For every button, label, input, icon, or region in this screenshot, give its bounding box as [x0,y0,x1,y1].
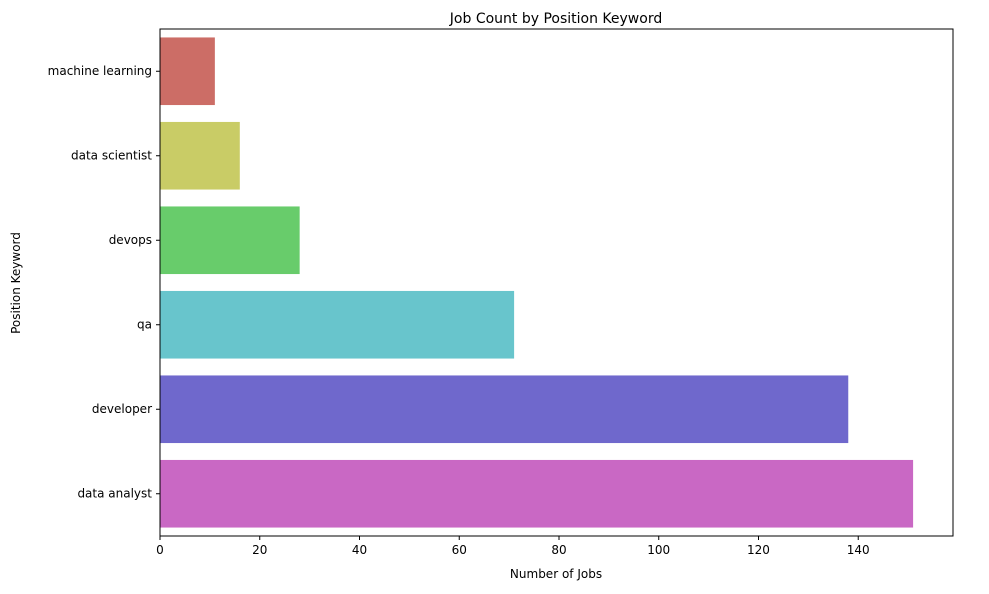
y-tick-label: devops [109,233,152,247]
chart-title: Job Count by Position Keyword [449,11,662,27]
x-tick-label: 60 [452,543,467,557]
x-tick-label: 100 [647,543,670,557]
x-tick-label: 80 [551,543,566,557]
plot-area [160,29,953,536]
x-tick-label: 40 [352,543,367,557]
y-tick-label: machine learning [48,64,152,78]
bar-devops [160,206,300,275]
y-tick-label: data scientist [71,148,152,162]
bar-developer [160,375,849,444]
plot-frame [159,28,954,537]
x-tick-label: 20 [252,543,267,557]
y-tick-label: data analyst [77,486,152,500]
y-tick-label: developer [92,402,152,416]
x-tick-label: 0 [156,543,164,557]
bars-group [160,37,914,528]
bar-qa [160,290,515,359]
x-tick-label: 120 [747,543,770,557]
x-tick-label: 140 [847,543,870,557]
y-axis-title: Position Keyword [9,232,23,334]
x-axis-title: Number of Jobs [510,567,602,581]
bar-data-analyst [160,459,914,528]
y-tick-label: qa [137,317,152,331]
bar-machine-learning [160,37,215,106]
y-axis-ticks: machine learning data scientist devops qa de… [48,64,160,500]
x-axis-ticks: 0 20 40 60 80 100 120 140 [156,536,870,557]
bar-data-scientist [160,121,240,190]
